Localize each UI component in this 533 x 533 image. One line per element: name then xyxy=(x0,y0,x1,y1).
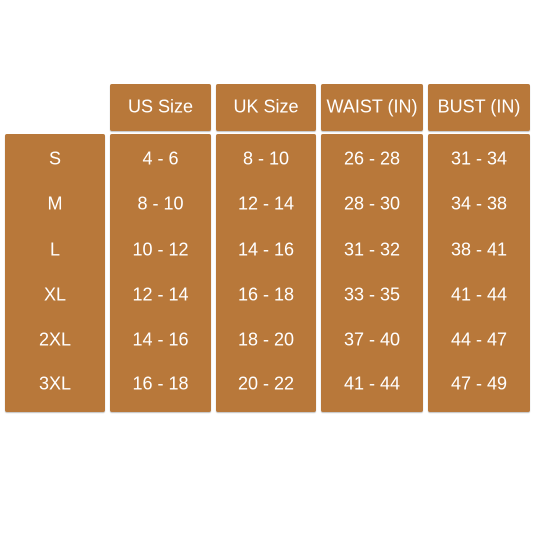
size-value: 16 - 18 xyxy=(237,284,295,305)
column-box xyxy=(321,134,423,412)
size-value: 12 - 14 xyxy=(237,193,295,214)
size-value: 20 - 22 xyxy=(237,373,295,394)
size-label: L xyxy=(49,239,61,260)
size-value: 28 - 30 xyxy=(343,193,401,214)
size-label: XL xyxy=(43,284,67,305)
column-box xyxy=(428,134,530,412)
column-box xyxy=(216,134,316,412)
size-value: 44 - 47 xyxy=(450,329,508,350)
size-label: S xyxy=(48,148,62,169)
size-value: 8 - 10 xyxy=(137,193,184,214)
column-box xyxy=(5,134,105,412)
size-value: 26 - 28 xyxy=(343,148,401,169)
size-value: 33 - 35 xyxy=(343,284,401,305)
header-label: BUST (IN) xyxy=(437,96,521,117)
size-value: 16 - 18 xyxy=(132,373,189,394)
header-box xyxy=(321,84,423,131)
size-value: 10 - 12 xyxy=(132,239,189,260)
size-value: 4 - 6 xyxy=(142,148,179,169)
size-label: 2XL xyxy=(38,329,72,350)
column-box xyxy=(110,134,211,412)
size-value: 12 - 14 xyxy=(132,284,189,305)
header-label: US Size xyxy=(127,96,194,117)
header-box xyxy=(216,84,316,131)
size-value: 41 - 44 xyxy=(343,373,401,394)
size-label: M xyxy=(47,193,63,214)
size-value: 34 - 38 xyxy=(450,193,508,214)
size-value: 41 - 44 xyxy=(450,284,508,305)
size-value: 31 - 34 xyxy=(450,148,508,169)
size-value: 47 - 49 xyxy=(450,373,508,394)
header-box xyxy=(110,84,211,131)
size-label: 3XL xyxy=(38,373,72,394)
header-box xyxy=(428,84,530,131)
size-value: 37 - 40 xyxy=(343,329,401,350)
header-label: UK Size xyxy=(233,96,299,117)
size-value: 8 - 10 xyxy=(242,148,290,169)
size-value: 31 - 32 xyxy=(343,239,401,260)
size-value: 38 - 41 xyxy=(450,239,508,260)
size-value: 18 - 20 xyxy=(237,329,295,350)
size-value: 14 - 16 xyxy=(237,239,295,260)
header-label: WAIST (IN) xyxy=(326,96,418,117)
size-value: 14 - 16 xyxy=(132,329,189,350)
